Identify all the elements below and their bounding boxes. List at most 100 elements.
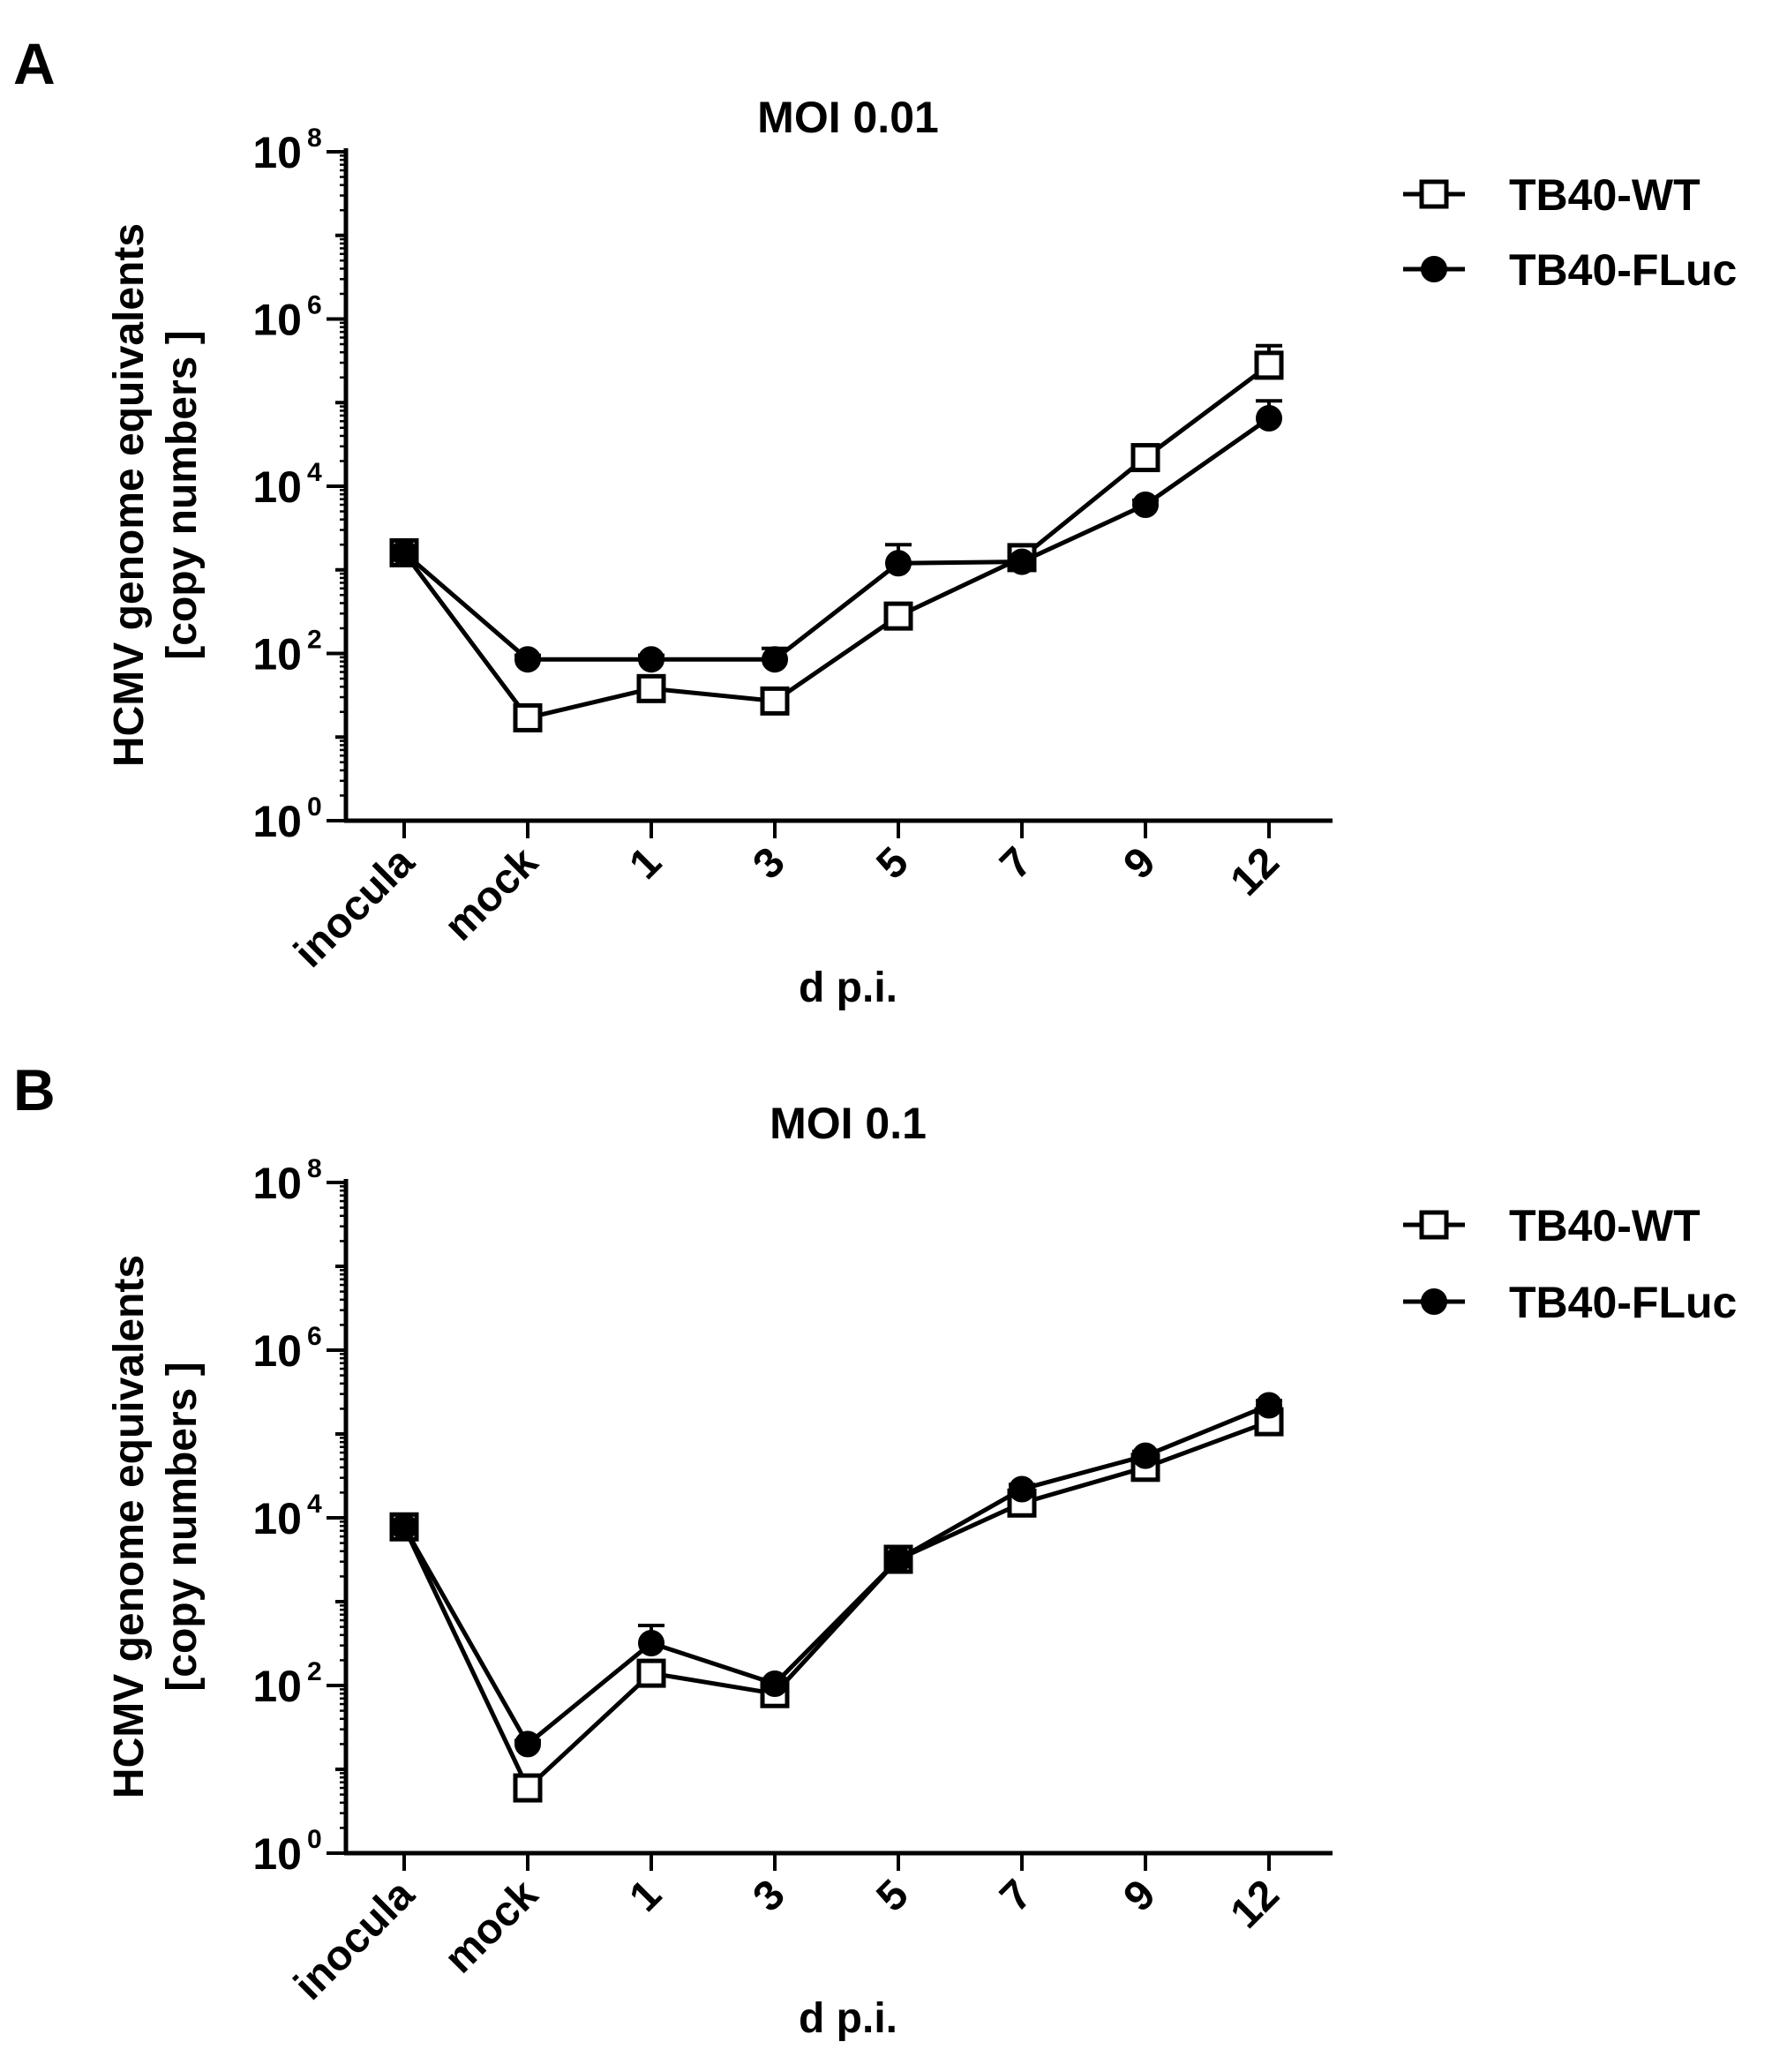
x-tick-label: inocula	[285, 838, 424, 977]
y-tick-exponent: 8	[307, 124, 322, 153]
data-point	[513, 1773, 543, 1803]
x-tick-label: 9	[1115, 838, 1164, 888]
y-tick-label: 10 6	[252, 291, 321, 345]
y-tick-exponent: 8	[307, 1154, 322, 1183]
series-tb40-fluc	[391, 1392, 1282, 1758]
x-tick-label: 1	[620, 1871, 670, 1920]
data-point	[885, 550, 912, 577]
y-tick-exponent: 4	[307, 1490, 322, 1519]
data-point	[638, 1630, 664, 1657]
data-point	[391, 1513, 417, 1541]
legend-marker	[1419, 179, 1449, 209]
data-point	[1254, 350, 1284, 380]
y-tick-label: 10 6	[252, 1322, 321, 1376]
y-axis-label-line1: HCMV genome equivalents	[106, 223, 153, 767]
y-axis-label-line2: [copy numbers ]	[159, 1362, 206, 1691]
y-tick-label: 10 0	[252, 792, 321, 846]
series-line	[402, 1403, 1270, 1746]
data-point	[514, 1730, 541, 1758]
y-tick-base: 10	[252, 128, 302, 177]
y-tick-exponent: 4	[307, 458, 322, 487]
chart-title: MOI 0.01	[757, 93, 939, 142]
y-tick-label: 10 4	[252, 458, 322, 512]
y-tick-base: 10	[252, 296, 302, 345]
series-line	[402, 363, 1271, 720]
x-tick-label: 9	[1115, 1871, 1164, 1920]
y-tick-exponent: 6	[307, 291, 322, 320]
legend-item: TB40-FLuc	[1403, 245, 1737, 295]
panel-letter: B	[13, 1057, 56, 1122]
y-tick-base: 10	[252, 1829, 302, 1879]
y-tick-label: 10 2	[252, 626, 321, 679]
data-point	[514, 646, 541, 673]
y-tick-exponent: 6	[307, 1322, 322, 1351]
y-tick-base: 10	[252, 462, 302, 512]
x-tick-label: 12	[1222, 1871, 1288, 1937]
x-tick-label: mock	[436, 1871, 547, 1982]
x-axis-label: d p.i.	[799, 1995, 897, 2042]
y-axis-label-line2: [copy numbers ]	[159, 330, 206, 659]
y-tick-base: 10	[252, 1326, 302, 1376]
data-point	[1256, 404, 1282, 432]
series-line	[402, 416, 1271, 662]
data-point	[1009, 1475, 1035, 1503]
data-point	[636, 1658, 666, 1688]
y-tick-label: 10 2	[252, 1657, 321, 1711]
series-tb40-wt	[389, 343, 1284, 732]
panel-letter: A	[13, 31, 56, 96]
data-point	[1130, 443, 1160, 473]
y-axis-label-line1: HCMV genome equivalents	[106, 1255, 153, 1798]
y-tick-label: 10 4	[252, 1490, 322, 1543]
data-point	[513, 702, 543, 732]
x-tick-label: 3	[744, 1871, 793, 1920]
legend-label: TB40-WT	[1509, 1201, 1701, 1250]
x-tick-label: mock	[436, 838, 547, 950]
y-tick-label: 10 8	[252, 124, 321, 177]
legend-label: TB40-WT	[1509, 170, 1701, 220]
y-tick-exponent: 2	[307, 626, 322, 655]
series-line	[402, 1419, 1270, 1790]
legend-marker	[1421, 1288, 1447, 1315]
chart-title: MOI 0.1	[770, 1099, 927, 1148]
legend-marker	[1421, 256, 1447, 282]
data-point	[636, 673, 666, 703]
data-point	[762, 646, 788, 673]
data-point	[391, 539, 417, 567]
x-tick-label: 1	[620, 838, 670, 888]
data-point	[762, 1670, 788, 1697]
legend-item: TB40-WT	[1403, 1201, 1701, 1250]
series-tb40-fluc	[391, 399, 1282, 673]
y-tick-base: 10	[252, 797, 302, 846]
legend: TB40-WT TB40-FLuc	[1403, 1201, 1737, 1327]
legend: TB40-WT TB40-FLuc	[1403, 170, 1737, 295]
x-tick-label: 7	[991, 1871, 1040, 1920]
y-tick-base: 10	[252, 630, 302, 679]
data-point	[885, 1546, 912, 1573]
data-point	[760, 686, 790, 716]
data-point	[1132, 492, 1159, 519]
x-tick-label: 5	[867, 838, 917, 888]
y-tick-exponent: 0	[307, 1825, 322, 1854]
data-point	[638, 646, 664, 673]
legend-label: TB40-FLuc	[1509, 245, 1737, 295]
y-tick-exponent: 2	[307, 1657, 322, 1686]
legend-marker	[1419, 1210, 1449, 1240]
legend-item: TB40-FLuc	[1403, 1278, 1737, 1327]
x-axis-label: d p.i.	[799, 965, 897, 1011]
x-tick-label: 12	[1222, 838, 1288, 905]
data-point	[1009, 548, 1035, 575]
x-tick-label: 7	[991, 838, 1040, 888]
data-point	[1256, 1392, 1282, 1419]
data-point	[883, 601, 913, 631]
y-tick-base: 10	[252, 1159, 302, 1208]
legend-label: TB40-FLuc	[1509, 1278, 1737, 1327]
x-tick-label: inocula	[285, 1871, 424, 2009]
y-tick-label: 10 0	[252, 1825, 321, 1879]
x-tick-label: 5	[867, 1871, 917, 1920]
y-tick-base: 10	[252, 1662, 302, 1711]
y-tick-exponent: 0	[307, 792, 322, 822]
legend-item: TB40-WT	[1403, 170, 1701, 220]
